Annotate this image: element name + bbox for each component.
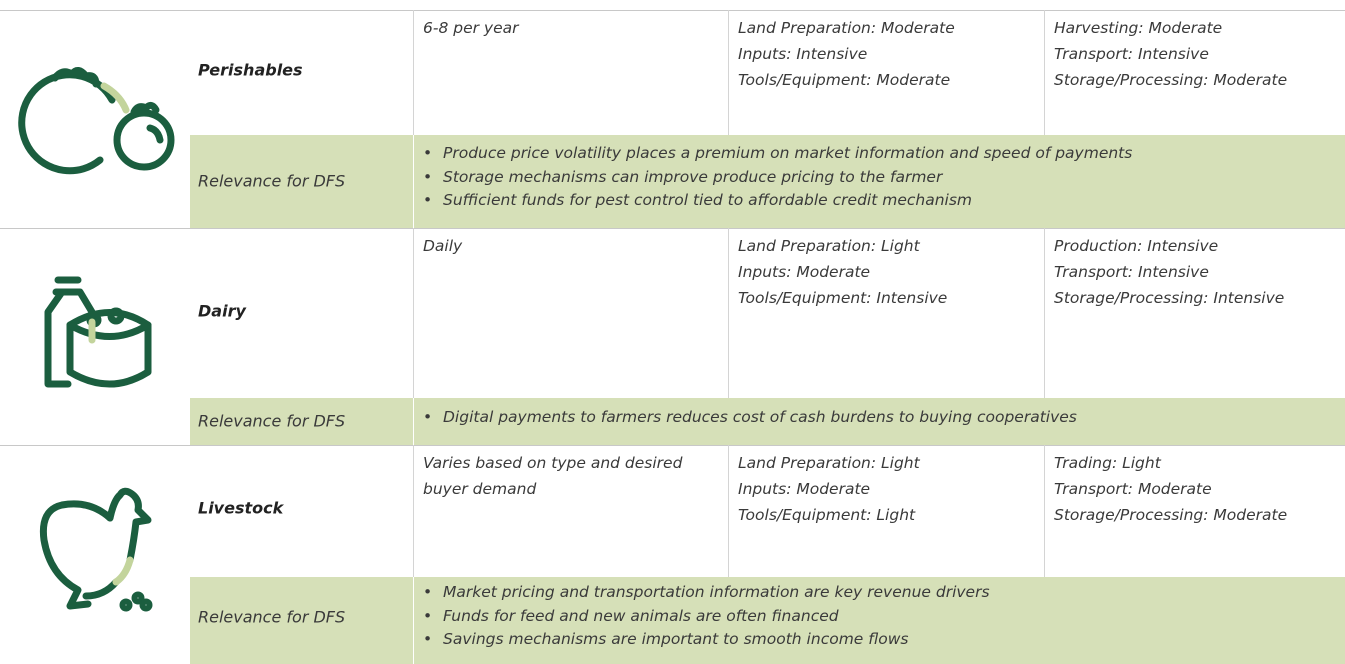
relevance-label: Relevance for DFS: [198, 171, 346, 191]
livestock-accent: [112, 556, 134, 586]
text: Storage/Processing: Moderate: [1054, 71, 1288, 89]
rule: [413, 445, 414, 577]
text: Inputs: Moderate: [738, 263, 871, 281]
relevance-list: Market pricing and transportation inform…: [413, 576, 1345, 652]
text: Inputs: Moderate: [738, 480, 871, 498]
post-harvest: Trading: Light Transport: Moderate Stora…: [1044, 445, 1345, 528]
text: Trading: Light: [1054, 454, 1161, 472]
rule: [413, 577, 414, 664]
text: Tools/Equipment: Moderate: [738, 71, 951, 89]
text: Tools/Equipment: Light: [738, 506, 916, 524]
tomato-accent: [100, 82, 130, 114]
bullet: Digital payments to farmers reduces cost…: [423, 406, 1335, 430]
bullet: Storage mechanisms can improve produce p…: [423, 166, 1335, 190]
inputs: Land Preparation: Light Inputs: Moderate…: [728, 228, 1044, 311]
rule: [1044, 228, 1045, 398]
rule: [413, 228, 414, 398]
rule: [0, 10, 1345, 11]
text: Transport: Moderate: [1054, 480, 1212, 498]
crop-name: Perishables: [198, 60, 303, 80]
rule: [413, 398, 414, 445]
text: Production: Intensive: [1054, 237, 1219, 255]
text: Land Preparation: Light: [738, 454, 920, 472]
rule: [413, 135, 414, 228]
relevance-label: Relevance for DFS: [198, 411, 346, 431]
bullet: Produce price volatility places a premiu…: [423, 142, 1335, 166]
relevance-list: Produce price volatility places a premiu…: [413, 137, 1345, 213]
bullet: Funds for feed and new animals are often…: [423, 605, 1335, 629]
frequency: Varies based on type and desired buyer d…: [423, 454, 683, 498]
text: Tools/Equipment: Intensive: [738, 289, 948, 307]
icons: [18, 67, 175, 612]
post-harvest: Harvesting: Moderate Transport: Intensiv…: [1044, 10, 1345, 93]
text: Transport: Intensive: [1054, 45, 1209, 63]
text: Storage/Processing: Moderate: [1054, 506, 1288, 524]
bullet: Market pricing and transportation inform…: [423, 581, 1335, 605]
tomato-icon: [18, 67, 175, 175]
text: Harvesting: Moderate: [1054, 19, 1223, 37]
text: Inputs: Intensive: [738, 45, 868, 63]
inputs: Land Preparation: Moderate Inputs: Inten…: [728, 10, 1044, 93]
bullet: Sufficient funds for pest control tied t…: [423, 189, 1335, 213]
rule: [0, 445, 1345, 446]
dairy-icon: [44, 276, 152, 388]
relevance-label: Relevance for DFS: [198, 607, 346, 627]
rule: [728, 445, 729, 577]
text: Land Preparation: Moderate: [738, 19, 955, 37]
crop-name: Dairy: [198, 301, 246, 321]
rule: [1044, 10, 1045, 135]
text: Transport: Intensive: [1054, 263, 1209, 281]
text: Land Preparation: Light: [738, 237, 920, 255]
frequency: 6-8 per year: [423, 19, 519, 37]
rule: [0, 228, 1345, 229]
post-harvest: Production: Intensive Transport: Intensi…: [1044, 228, 1345, 311]
relevance-list: Digital payments to farmers reduces cost…: [413, 401, 1345, 430]
crop-name: Livestock: [198, 498, 284, 518]
rule: [728, 228, 729, 398]
livestock-icon: [39, 487, 153, 612]
frequency: Daily: [423, 237, 463, 255]
rule: [728, 10, 729, 135]
inputs: Land Preparation: Light Inputs: Moderate…: [728, 445, 1044, 528]
rule: [413, 10, 414, 135]
text: Storage/Processing: Intensive: [1054, 289, 1285, 307]
rule: [1044, 445, 1045, 577]
bullet: Savings mechanisms are important to smoo…: [423, 628, 1335, 652]
